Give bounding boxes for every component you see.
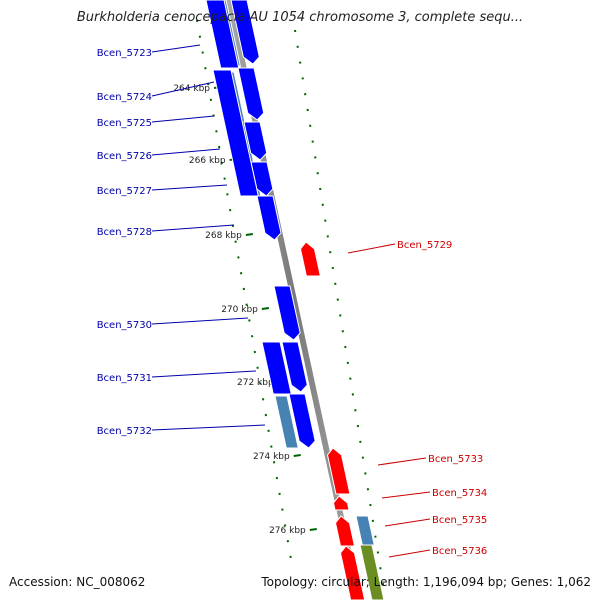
reverse-label-leader xyxy=(377,457,427,466)
accession-text: Accession: NC_008062 xyxy=(9,575,146,589)
tick-mark xyxy=(261,307,270,310)
forward-cds-block[interactable] xyxy=(205,0,240,69)
secondary-feature-layer xyxy=(213,0,385,600)
tick-label: 270 kbp xyxy=(221,305,258,315)
reverse-label-leader xyxy=(388,549,431,558)
topology-text: Topology: circular; Length: 1,196,094 bp… xyxy=(261,575,591,589)
tick-mark xyxy=(293,454,301,457)
forward-cds-block[interactable] xyxy=(212,69,259,197)
forward-cds-block[interactable] xyxy=(261,341,292,395)
forward-label-leader xyxy=(151,81,215,97)
forward-label-leader xyxy=(151,184,228,191)
tick-label: 272 kbp xyxy=(237,378,274,388)
forward-gene-label[interactable]: Bcen_5726 xyxy=(97,151,152,162)
forward-gene-label[interactable]: Bcen_5725 xyxy=(97,118,152,129)
forward-label-leader xyxy=(151,317,249,325)
reverse-cds-arrow[interactable] xyxy=(332,495,350,511)
reverse-gene-label[interactable]: Bcen_5733 xyxy=(428,454,483,465)
reverse-feature-band[interactable] xyxy=(355,515,375,546)
forward-cds-arrow[interactable] xyxy=(288,393,316,449)
reverse-cds-arrow[interactable] xyxy=(299,241,321,277)
forward-label-leader xyxy=(151,44,201,53)
forward-gene-label[interactable]: Bcen_5727 xyxy=(97,186,152,197)
forward-gene-label[interactable]: Bcen_5730 xyxy=(97,320,152,331)
tick-label: 276 kbp xyxy=(269,526,306,536)
forward-gene-label[interactable]: Bcen_5732 xyxy=(97,426,152,437)
forward-cds-arrow[interactable] xyxy=(237,67,265,121)
forward-cds-arrow[interactable] xyxy=(273,285,301,341)
forward-cds-arrow[interactable] xyxy=(243,121,268,161)
forward-label-leader xyxy=(151,424,266,431)
map-title: Burkholderia cenocepacia AU 1054 chromos… xyxy=(76,10,524,25)
forward-gene-label[interactable]: Bcen_5731 xyxy=(97,373,152,384)
reverse-gene-label[interactable]: Bcen_5729 xyxy=(397,240,452,251)
gene-labels-layer: Bcen_5723 Bcen_5724 Bcen_5725 Bcen_5726 Bcen… xyxy=(97,44,487,558)
tick-label: 274 kbp xyxy=(253,452,290,462)
reverse-feature-band[interactable] xyxy=(359,544,385,600)
forward-cds-arrow[interactable] xyxy=(230,0,260,65)
forward-label-leader xyxy=(151,224,235,232)
forward-gene-label[interactable]: Bcen_5723 xyxy=(97,48,152,59)
forward-cds-arrow[interactable] xyxy=(256,195,282,241)
tick-label: 266 kbp xyxy=(189,156,226,166)
forward-label-leader xyxy=(151,370,257,378)
reverse-label-leader xyxy=(381,491,431,499)
forward-gene-label[interactable]: Bcen_5728 xyxy=(97,227,152,238)
tick-mark xyxy=(309,528,317,531)
reverse-cds-arrow[interactable] xyxy=(326,447,351,495)
tick-mark xyxy=(245,233,253,236)
reverse-gene-label[interactable]: Bcen_5736 xyxy=(432,546,487,557)
reverse-cds-arrow[interactable] xyxy=(339,545,366,600)
reverse-gene-label[interactable]: Bcen_5734 xyxy=(432,488,487,499)
ticks-layer: 264 kbp 266 kbp 268 kbp 270 kbp 272 kbp 274 k… xyxy=(173,84,317,536)
reverse-label-leader xyxy=(347,243,396,254)
reverse-gene-label[interactable]: Bcen_5735 xyxy=(432,515,487,526)
forward-gene-label[interactable]: Bcen_5724 xyxy=(97,92,152,103)
tick-label: 268 kbp xyxy=(205,231,242,241)
reverse-label-leader xyxy=(384,518,431,527)
forward-label-leader xyxy=(151,148,221,156)
reverse-cds-arrow[interactable] xyxy=(334,515,356,547)
genes-layer xyxy=(205,0,366,600)
forward-cds-arrow[interactable] xyxy=(281,341,308,393)
forward-feature-band[interactable] xyxy=(274,395,299,449)
forward-label-leader xyxy=(151,115,215,123)
tick-label: 264 kbp xyxy=(173,84,210,94)
